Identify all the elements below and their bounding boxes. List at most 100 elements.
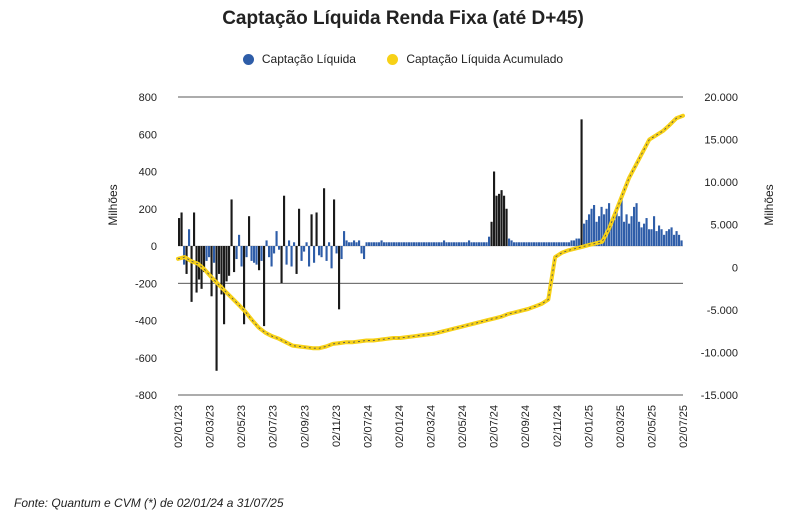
bar xyxy=(525,242,528,246)
bar xyxy=(388,242,391,246)
bar xyxy=(248,216,251,246)
bar xyxy=(520,242,523,246)
bar xyxy=(383,242,386,246)
bar xyxy=(588,214,591,246)
cumulative-line-core xyxy=(177,115,684,349)
x-tick-label: 02/09/23 xyxy=(299,405,311,448)
bar xyxy=(665,231,668,246)
bar xyxy=(305,242,308,246)
bar xyxy=(340,246,343,260)
bar xyxy=(245,246,248,258)
bar xyxy=(413,242,416,246)
bar xyxy=(220,246,223,295)
bar xyxy=(395,242,398,246)
bar xyxy=(410,242,413,246)
bar xyxy=(393,242,396,246)
bar xyxy=(330,246,333,269)
bar xyxy=(650,229,653,246)
bar xyxy=(483,242,486,246)
bar xyxy=(415,242,418,246)
right-tick-label: 20.000 xyxy=(704,92,738,104)
bar xyxy=(535,242,538,246)
bar xyxy=(380,240,383,246)
x-tick-label: 02/07/23 xyxy=(268,405,280,448)
x-tick-label: 02/01/25 xyxy=(583,405,595,448)
bar xyxy=(430,242,433,246)
bar xyxy=(655,231,658,246)
bar xyxy=(240,246,243,267)
bar xyxy=(675,231,678,246)
bar xyxy=(268,246,271,258)
right-tick-label: 5.000 xyxy=(710,220,738,232)
bar xyxy=(343,231,346,246)
bar xyxy=(455,242,458,246)
bar xyxy=(638,221,641,246)
bar xyxy=(488,236,491,246)
bar xyxy=(290,246,293,267)
bar xyxy=(470,242,473,246)
bar xyxy=(285,246,288,265)
bar xyxy=(443,240,446,246)
bar xyxy=(230,199,233,246)
bar xyxy=(190,246,193,302)
bar xyxy=(420,242,423,246)
x-tick-label: 02/03/23 xyxy=(205,405,217,448)
bar xyxy=(355,242,358,246)
bar xyxy=(560,242,563,246)
bar xyxy=(260,246,263,261)
bar xyxy=(563,242,566,246)
left-tick-label: 600 xyxy=(139,129,157,141)
bar xyxy=(473,242,476,246)
bar xyxy=(208,246,211,258)
bar xyxy=(600,206,603,246)
bar xyxy=(398,242,401,246)
bar xyxy=(300,246,303,261)
bar xyxy=(630,216,633,246)
bar xyxy=(193,212,196,246)
bar xyxy=(368,242,371,246)
bar xyxy=(440,242,443,246)
legend-label-net-flow: Captação Líquida xyxy=(261,52,356,66)
bar xyxy=(423,242,426,246)
legend-item-cumulative: Captação Líquida Acumulado xyxy=(387,52,563,66)
bar xyxy=(403,242,406,246)
bar xyxy=(180,212,183,246)
bar xyxy=(498,193,501,246)
bar xyxy=(668,229,671,246)
left-axis-title: Milhões xyxy=(106,184,120,225)
bar xyxy=(270,246,273,267)
bar xyxy=(538,242,541,246)
left-tick-label: 0 xyxy=(151,241,157,253)
bar xyxy=(298,208,301,246)
bar xyxy=(555,242,558,246)
bar xyxy=(465,242,468,246)
x-tick-label: 02/07/25 xyxy=(678,405,690,448)
bar xyxy=(583,223,586,246)
bar xyxy=(408,242,411,246)
bar xyxy=(320,246,323,258)
x-tick-label: 02/07/24 xyxy=(489,405,501,448)
bar xyxy=(310,214,313,246)
x-tick-label: 02/03/25 xyxy=(615,405,627,448)
bar xyxy=(323,188,326,246)
bar xyxy=(195,246,198,293)
left-axis-ticks: 800 600 400 200 0 -200 -400 -600 -800 xyxy=(135,92,157,402)
x-tick-label: 02/05/24 xyxy=(457,405,469,448)
legend-marker-cumulative xyxy=(387,53,399,65)
right-tick-label: 0 xyxy=(732,262,738,274)
bar xyxy=(628,223,631,246)
bar xyxy=(435,242,438,246)
bar xyxy=(338,246,341,310)
bar xyxy=(610,223,613,246)
bar xyxy=(373,242,376,246)
bar xyxy=(613,219,616,246)
bar xyxy=(353,240,356,246)
bar xyxy=(258,246,261,271)
bar xyxy=(585,219,588,246)
bar xyxy=(250,246,253,261)
left-tick-label: -600 xyxy=(135,353,157,365)
bar xyxy=(573,240,576,246)
bar xyxy=(235,246,238,260)
bar xyxy=(528,242,531,246)
